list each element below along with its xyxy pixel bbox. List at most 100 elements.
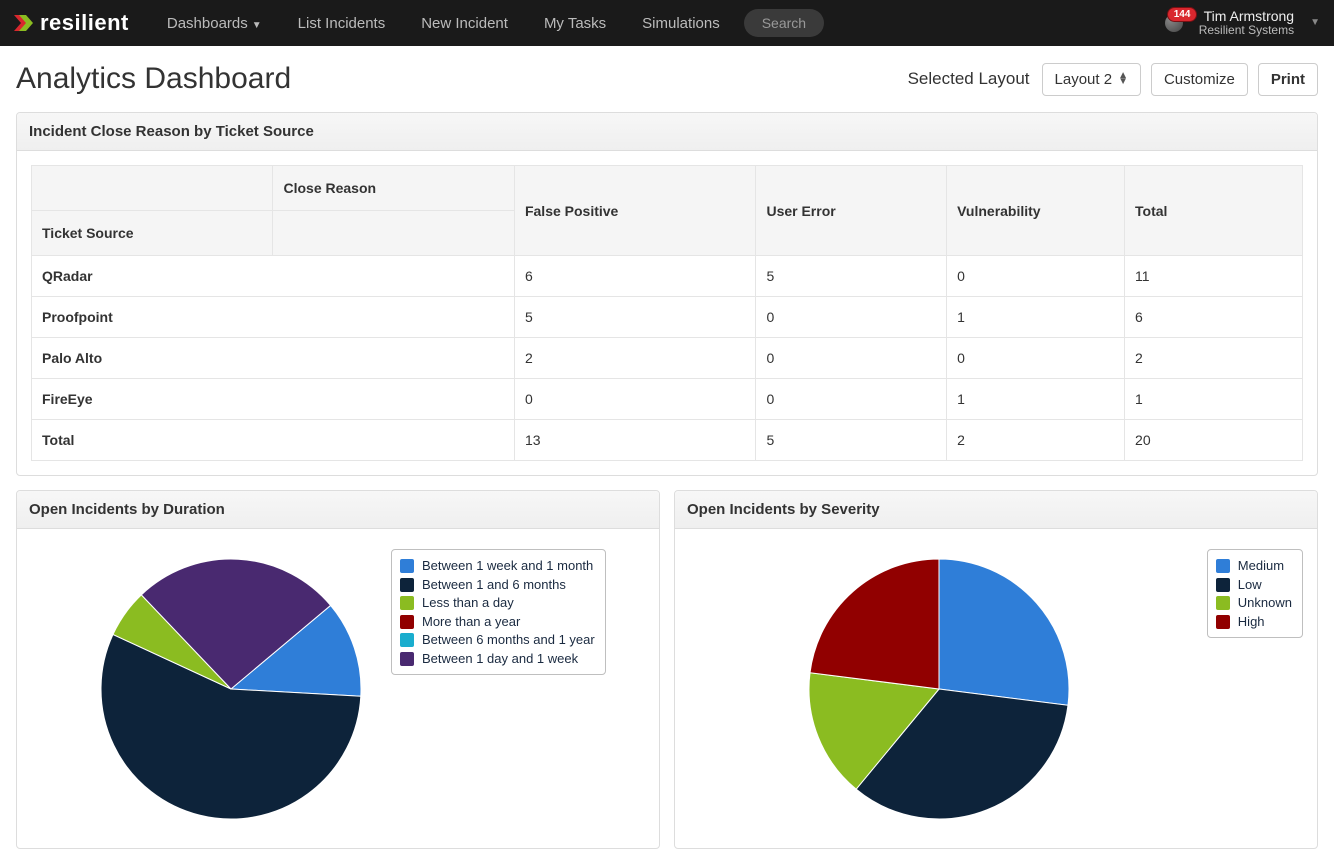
severity-panel-title: Open Incidents by Severity [675, 491, 1317, 529]
table-row: Palo Alto2002 [32, 338, 1303, 379]
nav-item-simulations[interactable]: Simulations [626, 5, 736, 42]
cell-value: 1 [947, 379, 1125, 420]
severity-panel: Open Incidents by Severity Medium Low Un… [674, 490, 1318, 849]
th-close-reason: Close Reason [273, 166, 514, 211]
cell-value: 0 [756, 297, 947, 338]
cell-value: 5 [514, 297, 755, 338]
table-panel: Incident Close Reason by Ticket Source C… [16, 112, 1318, 476]
duration-panel: Open Incidents by Duration Between 1 wee… [16, 490, 660, 849]
logo-text: resilient [40, 10, 129, 36]
legend-item: Less than a day [400, 594, 595, 612]
cell-value: 6 [514, 256, 755, 297]
legend-swatch [1216, 559, 1230, 573]
legend-swatch [400, 596, 414, 610]
legend-item: Between 1 day and 1 week [400, 650, 595, 668]
legend-label: Between 6 months and 1 year [422, 631, 595, 649]
cell-value: 5 [756, 256, 947, 297]
cell-value: 0 [756, 338, 947, 379]
nav-item-new-incident[interactable]: New Incident [405, 5, 524, 42]
chevron-down-icon: ▼ [252, 20, 262, 31]
cell-value: 2 [947, 420, 1125, 461]
legend-swatch [400, 652, 414, 666]
th-user-error: User Error [756, 166, 947, 256]
cell-value: 0 [756, 379, 947, 420]
nav-item-dashboards[interactable]: Dashboards▼ [151, 5, 278, 42]
nav-items: Dashboards▼List IncidentsNew IncidentMy … [151, 5, 736, 42]
logo[interactable]: resilient [14, 10, 129, 36]
notifications-badge: 144 [1167, 7, 1198, 22]
legend-label: Low [1238, 576, 1262, 594]
legend-label: Between 1 week and 1 month [422, 557, 593, 575]
user-name: Tim Armstrong [1199, 9, 1294, 24]
user-text: Tim Armstrong Resilient Systems [1199, 9, 1294, 38]
legend-item: More than a year [400, 613, 595, 631]
cell-value: 5 [756, 420, 947, 461]
table-row: FireEye0011 [32, 379, 1303, 420]
legend-item: Between 1 and 6 months [400, 576, 595, 594]
cell-source: Palo Alto [32, 338, 515, 379]
cell-source: Proofpoint [32, 297, 515, 338]
th-vulnerability: Vulnerability [947, 166, 1125, 256]
legend-swatch [1216, 596, 1230, 610]
legend-item: Low [1216, 576, 1292, 594]
table-row: Proofpoint5016 [32, 297, 1303, 338]
legend-item: High [1216, 613, 1292, 631]
legend-item: Unknown [1216, 594, 1292, 612]
page-header: Analytics Dashboard Selected Layout Layo… [0, 46, 1334, 106]
legend-item: Between 6 months and 1 year [400, 631, 595, 649]
legend-label: Medium [1238, 557, 1284, 575]
legend-label: Between 1 and 6 months [422, 576, 566, 594]
cell-value: 11 [1125, 256, 1303, 297]
pie-slice [939, 559, 1069, 705]
duration-legend: Between 1 week and 1 month Between 1 and… [391, 549, 606, 675]
search-button[interactable]: Search [744, 9, 824, 37]
user-block[interactable]: 144 Tim Armstrong Resilient Systems ▼ [1159, 9, 1320, 38]
cell-source: QRadar [32, 256, 515, 297]
severity-pie [689, 549, 1079, 834]
duration-panel-title: Open Incidents by Duration [17, 491, 659, 529]
legend-label: More than a year [422, 613, 520, 631]
top-nav: resilient Dashboards▼List IncidentsNew I… [0, 0, 1334, 46]
nav-item-list-incidents[interactable]: List Incidents [282, 5, 402, 42]
logo-icon [14, 13, 34, 33]
pie-slice [810, 559, 939, 689]
cell-value: 13 [514, 420, 755, 461]
customize-button[interactable]: Customize [1151, 63, 1248, 96]
cell-source: FireEye [32, 379, 515, 420]
legend-item: Medium [1216, 557, 1292, 575]
cell-source: Total [32, 420, 515, 461]
cell-value: 20 [1125, 420, 1303, 461]
table-row: QRadar65011 [32, 256, 1303, 297]
charts-row: Open Incidents by Duration Between 1 wee… [0, 490, 1334, 865]
notifications[interactable]: 144 [1159, 11, 1189, 35]
legend-swatch [1216, 615, 1230, 629]
cell-value: 0 [947, 338, 1125, 379]
updown-icon: ▲▼ [1118, 73, 1128, 85]
severity-legend: Medium Low Unknown High [1207, 549, 1303, 638]
cell-value: 0 [947, 256, 1125, 297]
th-ticket-source: Ticket Source [32, 211, 273, 256]
cell-value: 6 [1125, 297, 1303, 338]
layout-select[interactable]: Layout 2 ▲▼ [1042, 63, 1141, 96]
legend-label: Unknown [1238, 594, 1292, 612]
cell-value: 2 [514, 338, 755, 379]
table-panel-title: Incident Close Reason by Ticket Source [17, 113, 1317, 151]
table-row: Total135220 [32, 420, 1303, 461]
page-title: Analytics Dashboard [16, 62, 908, 96]
legend-label: Less than a day [422, 594, 514, 612]
selected-layout-label: Selected Layout [908, 69, 1030, 89]
legend-swatch [400, 578, 414, 592]
user-org: Resilient Systems [1199, 24, 1294, 37]
cell-value: 1 [947, 297, 1125, 338]
legend-item: Between 1 week and 1 month [400, 557, 595, 575]
legend-label: High [1238, 613, 1265, 631]
nav-item-my-tasks[interactable]: My Tasks [528, 5, 622, 42]
close-reason-table: Close ReasonFalse PositiveUser ErrorVuln… [31, 165, 1303, 461]
cell-value: 2 [1125, 338, 1303, 379]
layout-controls: Selected Layout Layout 2 ▲▼ Customize Pr… [908, 63, 1318, 96]
search-label: Search [762, 15, 806, 31]
print-button[interactable]: Print [1258, 63, 1318, 96]
legend-swatch [400, 615, 414, 629]
chevron-down-icon: ▼ [1310, 17, 1320, 28]
legend-swatch [400, 633, 414, 647]
